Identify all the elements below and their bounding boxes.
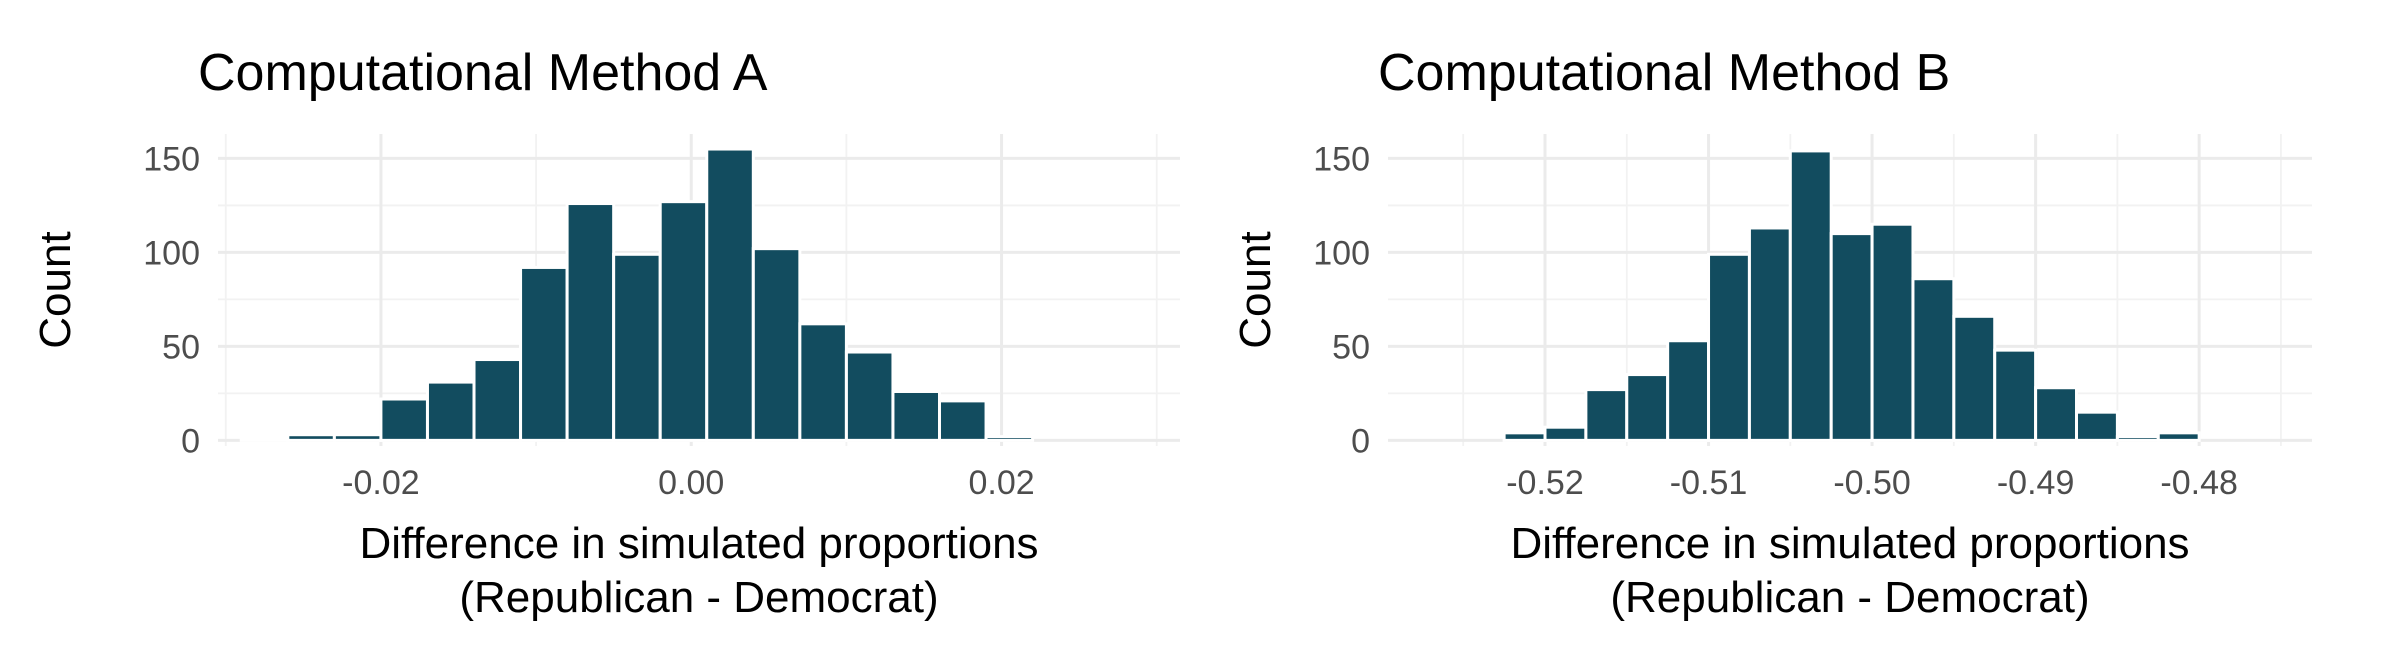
histogram-bar <box>800 324 847 441</box>
x-tick-label: -0.50 <box>1833 464 1911 502</box>
x-tick-label: 0.00 <box>658 464 724 502</box>
chart-title: Computational Method B <box>1378 44 1950 102</box>
histogram-bar <box>2117 437 2158 441</box>
histogram-bar <box>1954 316 1995 440</box>
histogram-bar <box>567 204 614 441</box>
x-tick-label: -0.49 <box>1997 464 2075 502</box>
histogram-bar <box>753 249 800 441</box>
x-axis-title-line: Difference in simulated proportions <box>359 519 1038 568</box>
histogram-bar <box>1749 228 1790 440</box>
histogram-bar <box>1872 224 1913 440</box>
histogram-bar <box>2158 433 2199 441</box>
x-axis-title-line: Difference in simulated proportions <box>1510 519 2189 568</box>
y-tick-label: 150 <box>143 140 200 178</box>
y-tick-label: 0 <box>1351 422 1370 460</box>
histogram-bar <box>2036 388 2077 441</box>
x-tick-label: 0.02 <box>968 464 1034 502</box>
histogram-bar <box>614 254 661 440</box>
histogram-bar <box>660 202 707 441</box>
histogram-bar <box>1504 433 1545 441</box>
y-axis-title: Count <box>1231 231 1280 348</box>
histogram-bar <box>427 382 474 440</box>
histogram-bar <box>381 399 428 440</box>
histogram-bar <box>1668 341 1709 441</box>
histogram-bar <box>241 438 288 440</box>
histogram-panel-method-a: 0 50 100 150 -0.02 0.00 0.02 Computational Meth… <box>0 0 1200 672</box>
histogram-bar <box>940 401 987 440</box>
chart-title: Computational Method A <box>198 44 768 102</box>
histogram-bar <box>707 149 754 440</box>
y-tick-label: 50 <box>162 328 200 366</box>
histogram-bar <box>1995 350 2036 440</box>
histogram-bar <box>1831 234 1872 441</box>
y-tick-label: 100 <box>1313 234 1370 272</box>
x-tick-label: -0.02 <box>342 464 420 502</box>
histogram-bar <box>1627 375 1668 441</box>
y-axis-title: Count <box>31 231 80 348</box>
histogram-bar <box>1913 279 1954 441</box>
y-tick-label: 150 <box>1313 140 1370 178</box>
y-tick-label: 50 <box>1332 328 1370 366</box>
histogram-bar <box>334 435 381 441</box>
x-tick-label: -0.48 <box>2160 464 2238 502</box>
y-tick-label: 0 <box>181 422 200 460</box>
histogram-bar <box>1709 254 1750 440</box>
histogram-bar <box>521 267 568 440</box>
x-axis-title-line: (Republican - Democrat) <box>1610 573 2089 622</box>
histogram-bar <box>1545 427 1586 440</box>
y-tick-label: 100 <box>143 234 200 272</box>
x-tick-label: -0.51 <box>1670 464 1748 502</box>
histogram-bar <box>288 435 335 441</box>
histogram-bar <box>2077 412 2118 440</box>
x-tick-label: -0.52 <box>1506 464 1584 502</box>
histogram-bar <box>846 352 893 440</box>
histogram-bar <box>986 437 1033 441</box>
histogram-panel-method-b: 0 50 100 150 -0.52 -0.51 -0.50 -0.49 -0.48 Comput… <box>1200 0 2400 672</box>
histogram-bar <box>1790 151 1831 440</box>
histogram-bar <box>1586 390 1627 441</box>
histogram-bar <box>474 360 521 441</box>
x-axis-title-line: (Republican - Democrat) <box>459 573 938 622</box>
histogram-bar <box>893 391 940 440</box>
